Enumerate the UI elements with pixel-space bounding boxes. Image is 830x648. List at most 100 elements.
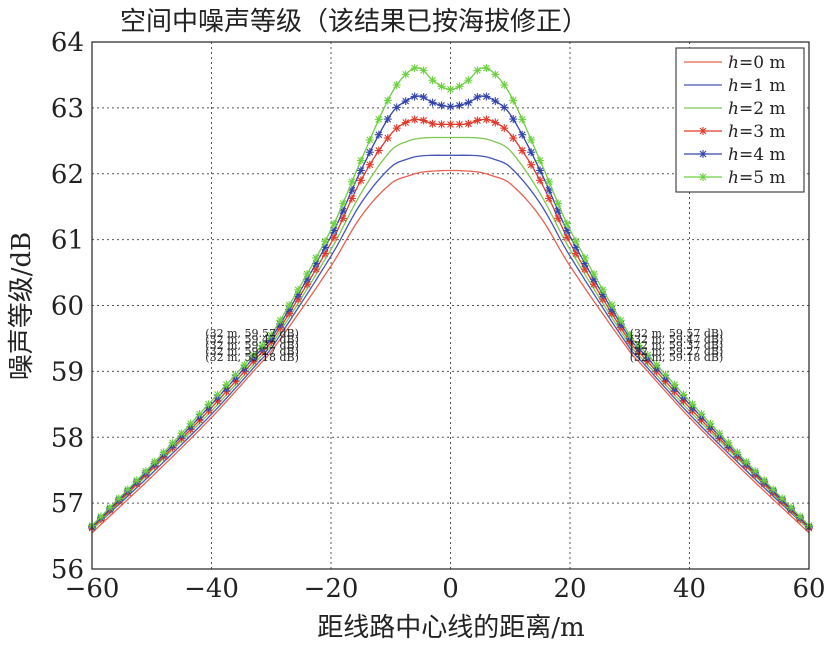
star-marker: [464, 98, 473, 107]
star-marker: [105, 503, 114, 512]
annotation-label: (32 m, 59.27 dB): [630, 345, 724, 358]
star-marker: [356, 176, 365, 185]
star-marker: [545, 194, 554, 203]
star-marker: [473, 93, 482, 102]
y-tick-label: 60: [51, 292, 84, 322]
star-marker: [518, 115, 527, 124]
star-marker: [464, 76, 473, 85]
series-1: [91, 154, 810, 530]
star-marker: [509, 96, 518, 105]
star-marker: [545, 186, 554, 195]
star-marker: [204, 400, 213, 409]
annotation-label: (32 m, 59.57 dB): [205, 327, 299, 340]
star-marker: [473, 116, 482, 125]
star-marker: [769, 485, 778, 494]
x-tick-label: 60: [792, 574, 825, 604]
series-line: [91, 154, 810, 530]
star-marker: [347, 177, 356, 186]
star-marker: [249, 350, 258, 359]
series-0: [91, 169, 810, 534]
annotation-label: (32 m, 59.47 dB): [205, 333, 299, 346]
data-annotation: (32 m, 59.57 dB)(32 m, 59.47 dB)(32 m, 5…: [630, 327, 724, 364]
star-marker: [509, 115, 518, 124]
legend: h=0 m h=1 m h=2 m h=3 m h=4 m h=5 m: [675, 47, 805, 193]
star-marker: [455, 101, 464, 110]
star-marker: [446, 102, 455, 111]
star-marker: [294, 285, 303, 294]
star-marker: [778, 494, 787, 503]
star-marker: [258, 341, 267, 350]
star-marker: [186, 419, 195, 428]
star-marker: [365, 160, 374, 169]
star-marker: [195, 409, 204, 418]
y-tick-label: 56: [51, 555, 84, 585]
star-marker: [563, 219, 572, 228]
annotation-group: (32 m, 59.57 dB)(32 m, 59.47 dB) (32 m, 5…: [205, 327, 723, 364]
star-marker: [410, 115, 419, 124]
star-marker: [598, 285, 607, 294]
star-marker: [213, 390, 222, 399]
star-marker: [240, 360, 249, 369]
star-marker: [446, 85, 455, 94]
series-group: [88, 64, 813, 534]
star-marker: [625, 331, 634, 340]
star-marker: [428, 98, 437, 107]
legend-label: h=1 m: [728, 76, 786, 96]
star-marker: [500, 80, 509, 89]
y-tick-label: 61: [51, 226, 84, 256]
legend-item-1: h=1 m: [684, 76, 786, 96]
star-marker: [482, 92, 491, 101]
x-tick-label: 0: [442, 574, 459, 604]
star-marker: [536, 156, 545, 165]
star-marker: [688, 400, 697, 409]
star-marker: [554, 199, 563, 208]
star-marker: [679, 390, 688, 399]
star-marker: [724, 438, 733, 447]
legend-box: [675, 47, 805, 193]
star-marker: [321, 237, 330, 246]
star-marker: [733, 448, 742, 457]
plot-frame: [91, 41, 810, 570]
star-marker: [141, 467, 150, 476]
x-tick-label: 40: [673, 574, 706, 604]
star-marker: [699, 127, 707, 135]
star-marker: [491, 118, 500, 127]
star-marker: [276, 316, 285, 325]
star-marker: [652, 360, 661, 369]
legend-label: h=3 m: [728, 122, 786, 142]
star-marker: [231, 370, 240, 379]
star-marker: [509, 134, 518, 143]
star-marker: [303, 270, 312, 279]
annotation-label: (32 m, 59.18 dB): [630, 351, 724, 364]
star-marker: [545, 177, 554, 186]
star-marker: [392, 103, 401, 112]
star-marker: [96, 512, 105, 521]
star-marker: [706, 419, 715, 428]
star-marker: [401, 118, 410, 127]
star-marker: [374, 130, 383, 139]
y-tick-label: 62: [51, 160, 84, 190]
star-marker: [365, 135, 374, 144]
star-marker: [796, 512, 805, 521]
star-marker: [661, 370, 670, 379]
x-tick-label: −20: [304, 574, 359, 604]
star-marker: [159, 448, 168, 457]
y-tick-label: 57: [51, 489, 84, 519]
star-marker: [536, 166, 545, 175]
star-marker: [383, 134, 392, 143]
star-marker: [455, 82, 464, 91]
star-marker: [580, 253, 589, 262]
annotation-label: (32 m, 59.37 dB): [630, 339, 724, 352]
x-tick-label: −40: [184, 574, 239, 604]
star-marker: [114, 494, 123, 503]
star-marker: [751, 467, 760, 476]
star-marker: [518, 146, 527, 155]
legend-label: h=5 m: [728, 168, 786, 188]
legend-item-5: h=5 m: [684, 168, 786, 188]
y-axis-title: 噪声等级/dB: [7, 232, 37, 381]
star-marker: [527, 160, 536, 169]
star-marker: [419, 66, 428, 75]
annotation-label: (32 m, 59.18 dB): [205, 351, 299, 364]
star-marker: [312, 253, 321, 262]
